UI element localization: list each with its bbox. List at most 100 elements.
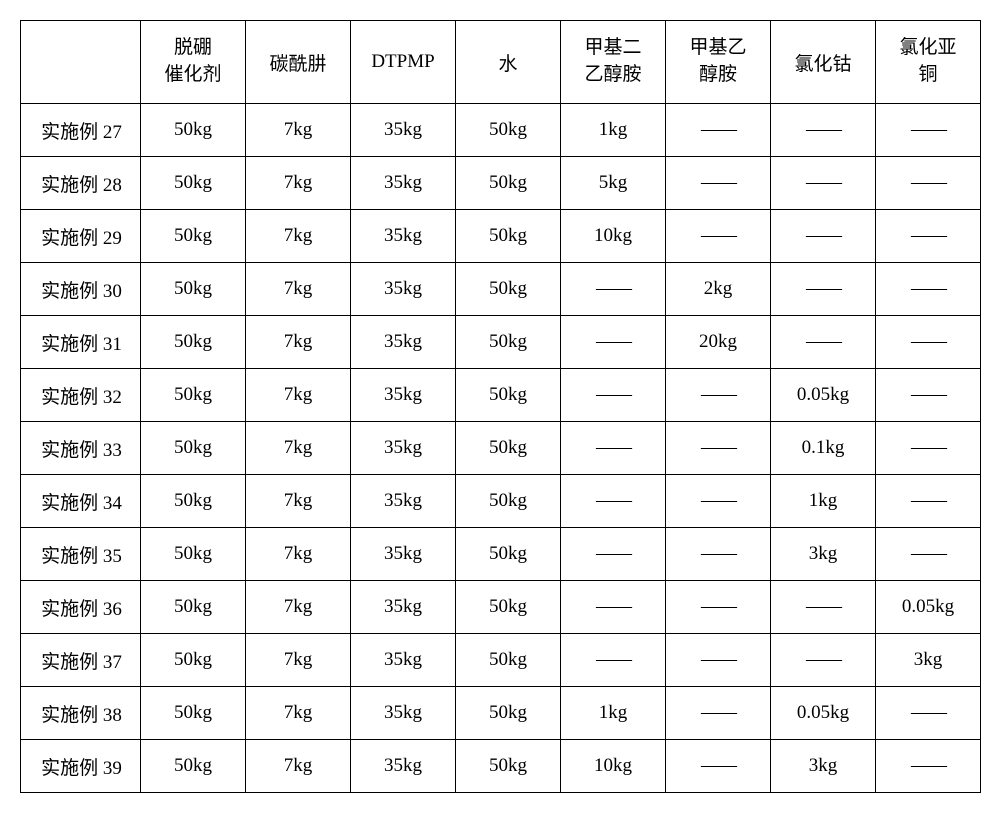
- cell-c6: ——: [666, 210, 771, 263]
- cell-c8: ——: [876, 157, 981, 210]
- cell-c2: 7kg: [246, 528, 351, 581]
- table-row: 实施例 2950kg7kg35kg50kg10kg——————: [21, 210, 981, 263]
- row-label: 实施例 32: [21, 369, 141, 422]
- cell-c8: ——: [876, 210, 981, 263]
- cell-c1: 50kg: [141, 422, 246, 475]
- cell-c5: ——: [561, 634, 666, 687]
- row-label: 实施例 27: [21, 104, 141, 157]
- table-row: 实施例 2850kg7kg35kg50kg5kg——————: [21, 157, 981, 210]
- col-header-c8: 氯化亚铜: [876, 21, 981, 104]
- cell-c3: 35kg: [351, 369, 456, 422]
- table-row: 实施例 3750kg7kg35kg50kg——————3kg: [21, 634, 981, 687]
- table-row: 实施例 3250kg7kg35kg50kg————0.05kg——: [21, 369, 981, 422]
- cell-c8: ——: [876, 104, 981, 157]
- col-header-c6: 甲基乙醇胺: [666, 21, 771, 104]
- cell-c6: ——: [666, 581, 771, 634]
- cell-c2: 7kg: [246, 263, 351, 316]
- cell-c8: ——: [876, 369, 981, 422]
- cell-c6: ——: [666, 687, 771, 740]
- cell-c3: 35kg: [351, 475, 456, 528]
- table-row: 实施例 3850kg7kg35kg50kg1kg——0.05kg——: [21, 687, 981, 740]
- cell-c6: 20kg: [666, 316, 771, 369]
- cell-c1: 50kg: [141, 157, 246, 210]
- cell-c1: 50kg: [141, 581, 246, 634]
- cell-c1: 50kg: [141, 104, 246, 157]
- cell-c8: ——: [876, 740, 981, 793]
- cell-c1: 50kg: [141, 263, 246, 316]
- cell-c1: 50kg: [141, 740, 246, 793]
- cell-c3: 35kg: [351, 740, 456, 793]
- cell-c2: 7kg: [246, 210, 351, 263]
- cell-c7: 3kg: [771, 528, 876, 581]
- cell-c2: 7kg: [246, 157, 351, 210]
- cell-c3: 35kg: [351, 528, 456, 581]
- cell-c8: ——: [876, 475, 981, 528]
- table-row: 实施例 3650kg7kg35kg50kg——————0.05kg: [21, 581, 981, 634]
- row-label: 实施例 29: [21, 210, 141, 263]
- col-header-c2: 碳酰肼: [246, 21, 351, 104]
- cell-c2: 7kg: [246, 581, 351, 634]
- row-label: 实施例 39: [21, 740, 141, 793]
- cell-c5: 5kg: [561, 157, 666, 210]
- cell-c3: 35kg: [351, 581, 456, 634]
- composition-table: 脱硼催化剂 碳酰肼 DTPMP 水 甲基二乙醇胺 甲基乙醇胺 氯化钴 氯化亚铜 …: [20, 20, 981, 793]
- cell-c4: 50kg: [456, 528, 561, 581]
- cell-c7: 0.05kg: [771, 369, 876, 422]
- cell-c3: 35kg: [351, 157, 456, 210]
- cell-c1: 50kg: [141, 687, 246, 740]
- cell-c2: 7kg: [246, 422, 351, 475]
- cell-c1: 50kg: [141, 475, 246, 528]
- cell-c5: ——: [561, 369, 666, 422]
- cell-c5: 1kg: [561, 104, 666, 157]
- table-body: 实施例 2750kg7kg35kg50kg1kg——————实施例 2850kg…: [21, 104, 981, 793]
- cell-c6: ——: [666, 528, 771, 581]
- cell-c8: ——: [876, 316, 981, 369]
- cell-c7: 0.1kg: [771, 422, 876, 475]
- cell-c4: 50kg: [456, 581, 561, 634]
- cell-c6: ——: [666, 104, 771, 157]
- col-header-c7: 氯化钴: [771, 21, 876, 104]
- row-label: 实施例 37: [21, 634, 141, 687]
- cell-c2: 7kg: [246, 369, 351, 422]
- table-row: 实施例 3050kg7kg35kg50kg——2kg————: [21, 263, 981, 316]
- cell-c6: ——: [666, 740, 771, 793]
- col-header-c4: 水: [456, 21, 561, 104]
- cell-c3: 35kg: [351, 263, 456, 316]
- cell-c7: 1kg: [771, 475, 876, 528]
- cell-c5: 10kg: [561, 740, 666, 793]
- cell-c5: ——: [561, 528, 666, 581]
- cell-c3: 35kg: [351, 210, 456, 263]
- row-label: 实施例 31: [21, 316, 141, 369]
- cell-c4: 50kg: [456, 475, 561, 528]
- table-row: 实施例 3550kg7kg35kg50kg————3kg——: [21, 528, 981, 581]
- cell-c7: ——: [771, 263, 876, 316]
- cell-c8: ——: [876, 263, 981, 316]
- cell-c1: 50kg: [141, 369, 246, 422]
- cell-c6: ——: [666, 369, 771, 422]
- cell-c6: ——: [666, 475, 771, 528]
- cell-c3: 35kg: [351, 634, 456, 687]
- cell-c7: ——: [771, 581, 876, 634]
- cell-c1: 50kg: [141, 210, 246, 263]
- cell-c4: 50kg: [456, 316, 561, 369]
- cell-c5: ——: [561, 581, 666, 634]
- cell-c3: 35kg: [351, 104, 456, 157]
- cell-c6: ——: [666, 157, 771, 210]
- cell-c4: 50kg: [456, 104, 561, 157]
- cell-c7: 3kg: [771, 740, 876, 793]
- cell-c3: 35kg: [351, 316, 456, 369]
- cell-c8: ——: [876, 687, 981, 740]
- cell-c7: ——: [771, 316, 876, 369]
- row-label: 实施例 34: [21, 475, 141, 528]
- cell-c2: 7kg: [246, 634, 351, 687]
- cell-c4: 50kg: [456, 369, 561, 422]
- table-row: 实施例 3950kg7kg35kg50kg10kg——3kg——: [21, 740, 981, 793]
- cell-c2: 7kg: [246, 104, 351, 157]
- cell-c2: 7kg: [246, 740, 351, 793]
- cell-c6: 2kg: [666, 263, 771, 316]
- cell-c2: 7kg: [246, 316, 351, 369]
- table-row: 实施例 3150kg7kg35kg50kg——20kg————: [21, 316, 981, 369]
- table-row: 实施例 3350kg7kg35kg50kg————0.1kg——: [21, 422, 981, 475]
- cell-c2: 7kg: [246, 475, 351, 528]
- cell-c6: ——: [666, 634, 771, 687]
